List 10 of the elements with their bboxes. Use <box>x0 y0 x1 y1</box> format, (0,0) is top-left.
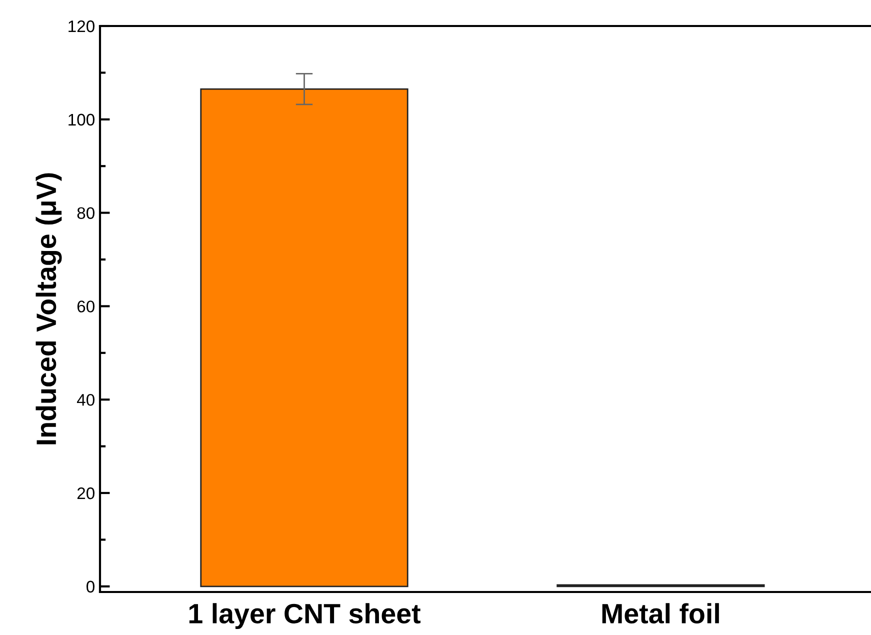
y-tick-label: 100 <box>68 114 94 126</box>
x-tick-label: 1 layer CNT sheet <box>189 603 420 630</box>
y-tick-label: 20 <box>77 487 94 500</box>
y-tick-label: 0 <box>86 580 94 593</box>
y-tick-label: 120 <box>68 20 94 32</box>
y-tick-label: 80 <box>77 207 94 219</box>
y-tick-label: 60 <box>77 300 94 312</box>
y-tick-label: 40 <box>76 394 94 406</box>
x-tick-label: Metal foil <box>602 603 719 624</box>
y-axis-title: Induced Voltage (μV) <box>36 173 62 444</box>
